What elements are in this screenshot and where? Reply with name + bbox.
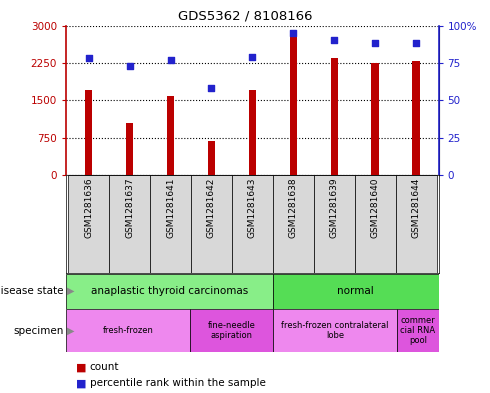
Text: disease state: disease state: [0, 286, 64, 296]
Point: [412, 40, 420, 47]
Bar: [85, 90, 92, 175]
Text: ▶: ▶: [67, 286, 74, 296]
Text: GDS5362 / 8108166: GDS5362 / 8108166: [178, 10, 312, 23]
Bar: [413, 61, 420, 175]
Point: [248, 54, 256, 60]
Point: [167, 57, 174, 63]
Point: [125, 63, 133, 69]
Bar: [371, 63, 379, 175]
Bar: [66, 309, 190, 352]
Bar: [150, 175, 191, 273]
Text: GSM1281644: GSM1281644: [412, 178, 420, 238]
Text: ▶: ▶: [67, 325, 74, 336]
Point: [371, 40, 379, 47]
Text: fine-needle
aspiration: fine-needle aspiration: [208, 321, 256, 340]
Text: ■: ■: [76, 378, 86, 388]
Text: GSM1281637: GSM1281637: [125, 178, 134, 239]
Bar: [397, 309, 439, 352]
Text: anaplastic thyroid carcinomas: anaplastic thyroid carcinomas: [91, 286, 248, 296]
Text: fresh-frozen contralateral
lobe: fresh-frozen contralateral lobe: [281, 321, 389, 340]
Bar: [273, 274, 439, 309]
Text: GSM1281640: GSM1281640: [370, 178, 380, 238]
Text: commer
cial RNA
pool: commer cial RNA pool: [400, 316, 436, 345]
Text: GSM1281643: GSM1281643: [248, 178, 257, 238]
Point: [85, 55, 93, 62]
Bar: [395, 175, 437, 273]
Text: fresh-frozen: fresh-frozen: [103, 326, 154, 335]
Bar: [190, 309, 273, 352]
Text: GSM1281641: GSM1281641: [166, 178, 175, 238]
Bar: [273, 309, 397, 352]
Bar: [290, 31, 297, 175]
Text: percentile rank within the sample: percentile rank within the sample: [90, 378, 266, 388]
Bar: [331, 58, 338, 175]
Text: GSM1281642: GSM1281642: [207, 178, 216, 238]
Bar: [314, 175, 355, 273]
Bar: [208, 141, 215, 175]
Bar: [273, 175, 314, 273]
Point: [330, 37, 338, 44]
Text: count: count: [90, 362, 119, 373]
Point: [207, 85, 215, 92]
Bar: [248, 90, 256, 175]
Point: [290, 30, 297, 36]
Bar: [355, 175, 395, 273]
Bar: [191, 175, 232, 273]
Text: GSM1281636: GSM1281636: [84, 178, 93, 239]
Bar: [66, 274, 273, 309]
Bar: [109, 175, 150, 273]
Bar: [167, 96, 174, 175]
Text: specimen: specimen: [13, 325, 64, 336]
Text: normal: normal: [338, 286, 374, 296]
Bar: [232, 175, 273, 273]
Text: ■: ■: [76, 362, 86, 373]
Bar: [126, 123, 133, 175]
Text: GSM1281639: GSM1281639: [330, 178, 339, 239]
Text: GSM1281638: GSM1281638: [289, 178, 298, 239]
Bar: [68, 175, 109, 273]
